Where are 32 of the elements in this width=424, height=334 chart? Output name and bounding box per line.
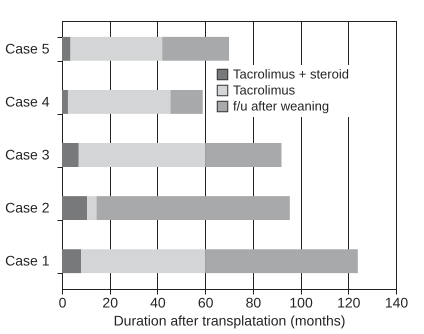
x-tick-label: 100 — [289, 294, 313, 310]
y-tick-label: Case 4 — [5, 93, 50, 110]
y-tick-label: Case 3 — [5, 146, 50, 162]
x-tick-label: 20 — [102, 294, 118, 310]
bar — [170, 90, 203, 114]
bar — [62, 143, 79, 167]
x-tick-label: 120 — [337, 294, 361, 310]
x-tick-label: 40 — [150, 294, 166, 310]
bar — [70, 36, 162, 61]
bar — [62, 249, 82, 274]
y-tick-label: Case 5 — [5, 40, 50, 56]
bar — [162, 36, 229, 61]
bar — [81, 249, 206, 274]
bar — [96, 196, 290, 220]
bar — [78, 143, 206, 167]
x-tick-label: 60 — [198, 294, 214, 310]
legend-label: Tacrolimus — [233, 82, 296, 98]
x-tick-label: 80 — [246, 294, 262, 310]
y-tick-label: Case 1 — [5, 252, 50, 269]
bar — [62, 90, 68, 114]
bar — [62, 196, 88, 220]
legend-label: Tacrolimus + steroid — [233, 66, 349, 82]
bar — [205, 249, 358, 274]
legend-label: f/u after weaning — [233, 98, 330, 114]
bar — [205, 143, 282, 167]
x-tick-label: 0 — [58, 294, 67, 310]
bar — [68, 90, 171, 114]
x-tick-label: 140 — [384, 294, 408, 310]
y-tick-label: Case 2 — [5, 200, 50, 216]
x-axis-title: Duration after transplatation (months) — [114, 312, 346, 328]
bar — [87, 196, 97, 220]
bar — [62, 36, 70, 61]
